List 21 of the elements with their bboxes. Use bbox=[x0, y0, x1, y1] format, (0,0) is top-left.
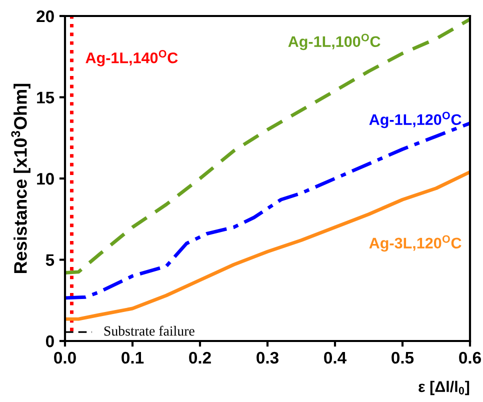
x-tick-label: 0.1 bbox=[122, 352, 144, 364]
line-series bbox=[65, 18, 470, 274]
y-tick-label: 5 bbox=[46, 254, 54, 266]
y-axis-title: Resistance [x10$^{3}$Ohm] bbox=[11, 84, 30, 273]
x-tick-label: 0.3 bbox=[256, 352, 278, 364]
series-label: Ag-1L,140$^{O}$C bbox=[86, 50, 178, 66]
series-label: Ag-3L,120$^{O}$C bbox=[369, 235, 462, 252]
x-axis-title: ε [Δl/l$_{0}$] bbox=[418, 380, 470, 396]
y-tick-label: 15 bbox=[37, 92, 54, 104]
series-label: Ag-1L,100$^{O}$C bbox=[288, 34, 380, 50]
x-tick-label: 0.2 bbox=[189, 352, 211, 364]
y-tick-label: 10 bbox=[37, 172, 54, 185]
series-label: Substrate failure bbox=[104, 326, 194, 336]
x-tick-label: 0.5 bbox=[392, 352, 414, 364]
line-series bbox=[65, 170, 470, 321]
y-tick-label: 0 bbox=[46, 335, 54, 348]
x-tick-label: 0.6 bbox=[459, 352, 481, 364]
series-label: Ag-1L,120$^{O}$C bbox=[369, 112, 462, 128]
x-tick-label: 0.0 bbox=[54, 352, 76, 364]
y-tick-label: 20 bbox=[36, 10, 54, 22]
x-tick-label: 0.4 bbox=[324, 352, 346, 364]
